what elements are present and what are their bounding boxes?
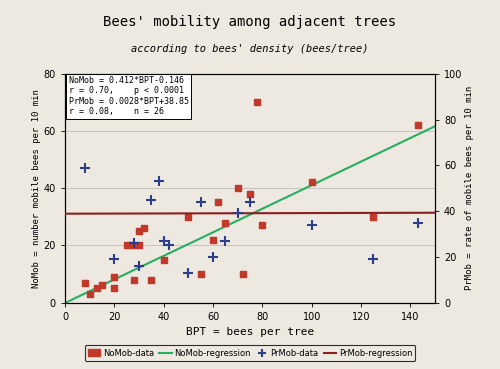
Point [234,210,241,216]
Point [370,214,378,220]
Point [148,197,156,203]
Point [308,180,316,186]
Point [86,291,94,297]
Point [209,254,217,260]
Point [160,238,168,244]
Point [135,228,143,234]
Point [130,240,138,246]
Text: Bees' mobility among adjacent trees: Bees' mobility among adjacent trees [104,15,397,29]
Point [184,270,192,276]
Point [148,277,156,283]
Text: NoMob = 0.412*BPT-0.146
r = 0.70,    p < 0.0001
PrMob = 0.0028*BPT+38.85
r = 0.0: NoMob = 0.412*BPT-0.146 r = 0.70, p < 0.… [68,76,188,116]
Point [414,220,422,225]
Point [246,199,254,205]
Point [80,165,88,170]
Point [110,256,118,262]
Point [122,242,130,248]
Point [258,223,266,228]
Point [184,214,192,220]
Point [214,200,222,206]
Legend: NoMob-data, NoMob-regression, PrMob-data, PrMob-regression: NoMob-data, NoMob-regression, PrMob-data… [84,345,415,361]
Point [222,238,230,244]
Point [135,242,143,248]
Point [196,271,204,277]
Point [238,271,246,277]
Point [110,285,118,291]
Point [160,257,168,263]
Point [196,199,204,205]
X-axis label: BPT = bees per tree: BPT = bees per tree [186,327,314,337]
Point [130,277,138,283]
Point [80,280,88,286]
Point [98,283,106,289]
Y-axis label: PrMob = rate of mobile bees per 10 min: PrMob = rate of mobile bees per 10 min [465,86,474,290]
Point [110,274,118,280]
Text: according to bees' density (bees/tree): according to bees' density (bees/tree) [131,44,369,54]
Point [234,185,241,191]
Point [246,191,254,197]
Point [154,178,162,184]
Point [370,256,378,262]
Point [128,242,136,248]
Y-axis label: NoMob = number mobile bees per 10 min: NoMob = number mobile bees per 10 min [32,89,41,287]
Point [222,220,230,225]
Point [254,100,262,106]
Point [93,285,101,291]
Point [140,225,148,231]
Point [135,263,143,269]
Point [164,242,172,248]
Point [209,237,217,243]
Point [308,222,316,228]
Point [414,123,422,128]
